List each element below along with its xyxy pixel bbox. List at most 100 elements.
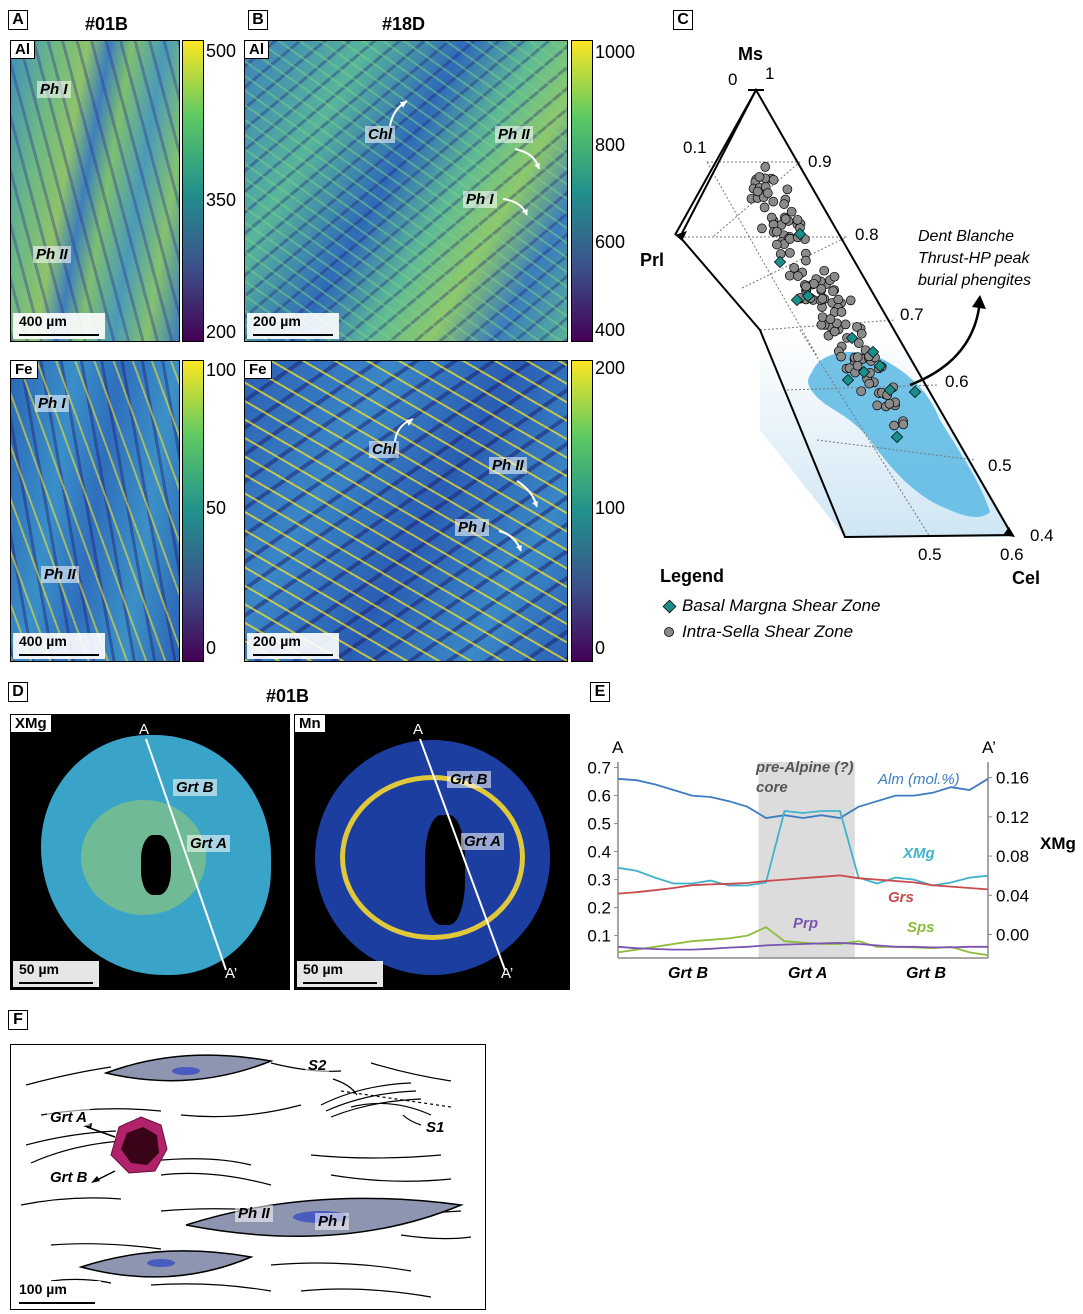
arrow-icon	[675, 231, 687, 241]
mn-map-01b: Mn A A’ Grt B Grt A 50 µm	[294, 714, 570, 990]
intra-sella-point	[829, 271, 840, 282]
colorbar-tick: 800	[595, 135, 626, 155]
profile-start: A	[413, 721, 424, 738]
right-tick-label: 0.04	[996, 886, 1029, 905]
legend-item-intra-sella: Intra-Sella Shear Zone	[682, 622, 854, 641]
basal-margna-point	[793, 227, 807, 241]
left-tick-label: 0.6	[587, 787, 611, 806]
basal-margna-point	[857, 365, 871, 379]
profile-end: A’	[225, 965, 238, 982]
arrow-icon	[86, 1126, 116, 1138]
foliation-lines	[20, 1062, 472, 1298]
element-label: Fe	[245, 361, 272, 379]
colorbar-tick: 0	[206, 638, 217, 658]
mineral-label-ph-i: Ph I	[455, 519, 489, 536]
series-label: Prp	[793, 915, 818, 932]
arrow-icon	[1003, 527, 1015, 537]
intra-sella-point	[852, 352, 863, 363]
arrow-icon	[972, 295, 986, 309]
ternary-diagram	[674, 87, 1015, 539]
series-line-alm	[617, 777, 989, 819]
scale-bar: 100 µm	[13, 1281, 101, 1307]
element-label: Al	[11, 41, 35, 59]
intra-sella-point	[816, 284, 827, 294]
label-ph-ii: Ph II	[235, 1205, 273, 1222]
intra-sella-point	[782, 184, 793, 195]
right-tick-label: 0.12	[996, 808, 1029, 827]
panel-label-d: D	[8, 682, 28, 702]
scale-bar: 200 µm	[247, 633, 339, 659]
intra-sella-point	[856, 328, 867, 339]
schematic-sketch: Grt A Grt B S2 S1 Ph II Ph I 100 µm	[10, 1044, 486, 1310]
panel-label-c: C	[673, 10, 693, 30]
mineral-label-ph-i: Ph I	[35, 395, 69, 412]
intra-sella-point	[779, 199, 789, 209]
panel-label-a: A	[8, 10, 28, 30]
mineral-label-ph-i: Ph I	[463, 191, 497, 208]
core-label-line: pre-Alpine (?)	[756, 759, 854, 776]
scale-bar: 200 µm	[247, 313, 339, 339]
intra-sella-point	[856, 386, 867, 397]
panel-b-title: #18D	[382, 14, 426, 34]
mineral-label-ph-ii: Ph II	[41, 566, 79, 583]
basal-margna-point	[890, 430, 904, 444]
mineral-label-grt-a: Grt A	[187, 835, 230, 852]
al-colorbar-01b	[182, 40, 204, 342]
intra-sella-point	[793, 271, 803, 281]
element-label: Al	[245, 41, 269, 59]
legend-title: Legend	[660, 566, 725, 586]
right-tick: 0.9	[808, 152, 832, 171]
intra-sella-point	[853, 338, 864, 348]
mineral-label-chl: Chl	[365, 126, 396, 143]
basal-margna-point	[873, 359, 887, 373]
basal-margna-point	[841, 373, 855, 387]
left-tick-label: 0.5	[587, 815, 611, 834]
zone-label: Grt B	[668, 965, 708, 982]
schematic-drawing	[20, 1054, 472, 1298]
zone-label: Grt B	[906, 965, 946, 982]
colorbar-tick: 50	[206, 498, 227, 518]
intra-sella-point	[785, 247, 795, 258]
intra-sella-point	[768, 175, 779, 185]
apex-prl: Prl	[640, 250, 665, 270]
intra-sella-point	[828, 286, 838, 297]
series-label: Alm (mol.%)	[877, 771, 960, 788]
circle-marker-icon	[664, 627, 674, 637]
arrow-icons	[389, 100, 540, 216]
intra-sella-point	[825, 314, 836, 324]
right-tick: 0.6	[945, 372, 969, 391]
colorbar-tick: 200	[206, 322, 237, 342]
al-map-18d-texture	[245, 41, 567, 341]
fe-map-18d-texture	[245, 361, 567, 661]
apex-one: 1	[765, 64, 775, 83]
scale-bar: 400 µm	[13, 633, 105, 659]
profile-start-label: A	[612, 738, 624, 757]
inclusion	[425, 815, 465, 925]
right-tick: 0.8	[855, 225, 879, 244]
panel-label-f: F	[8, 1010, 28, 1030]
intra-sella-point	[768, 196, 779, 207]
left-tick-label: 0.1	[587, 927, 611, 946]
left-tick-label: 0.3	[587, 871, 611, 890]
basal-margna-point	[866, 345, 880, 359]
xmg-map-01b: XMg A A’ Grt B Grt A 50 µm	[10, 714, 290, 990]
apex-zero: 0	[728, 70, 738, 89]
element-label: Mn	[295, 715, 326, 733]
legend-markers	[662, 599, 677, 637]
intra-sella-point	[836, 307, 847, 317]
panel-label-b: B	[248, 10, 268, 30]
colorbar-tick: 200	[595, 358, 626, 378]
fe-colorbar-18d	[571, 360, 593, 662]
series-label: Grs	[888, 889, 914, 906]
intra-sella-point	[852, 322, 862, 332]
arrow-icons	[394, 418, 538, 552]
mineral-label-grt-a: Grt A	[461, 833, 504, 850]
intra-sella-point	[786, 206, 797, 217]
basal-margna-point	[790, 293, 804, 307]
profile-end-label: A’	[982, 738, 996, 757]
intra-sella-point	[754, 171, 765, 182]
apex-cel: Cel	[1012, 568, 1041, 588]
scale-bar-label: 400 µm	[19, 313, 67, 329]
basal-margna-point	[801, 289, 815, 303]
profile-line	[145, 738, 227, 971]
